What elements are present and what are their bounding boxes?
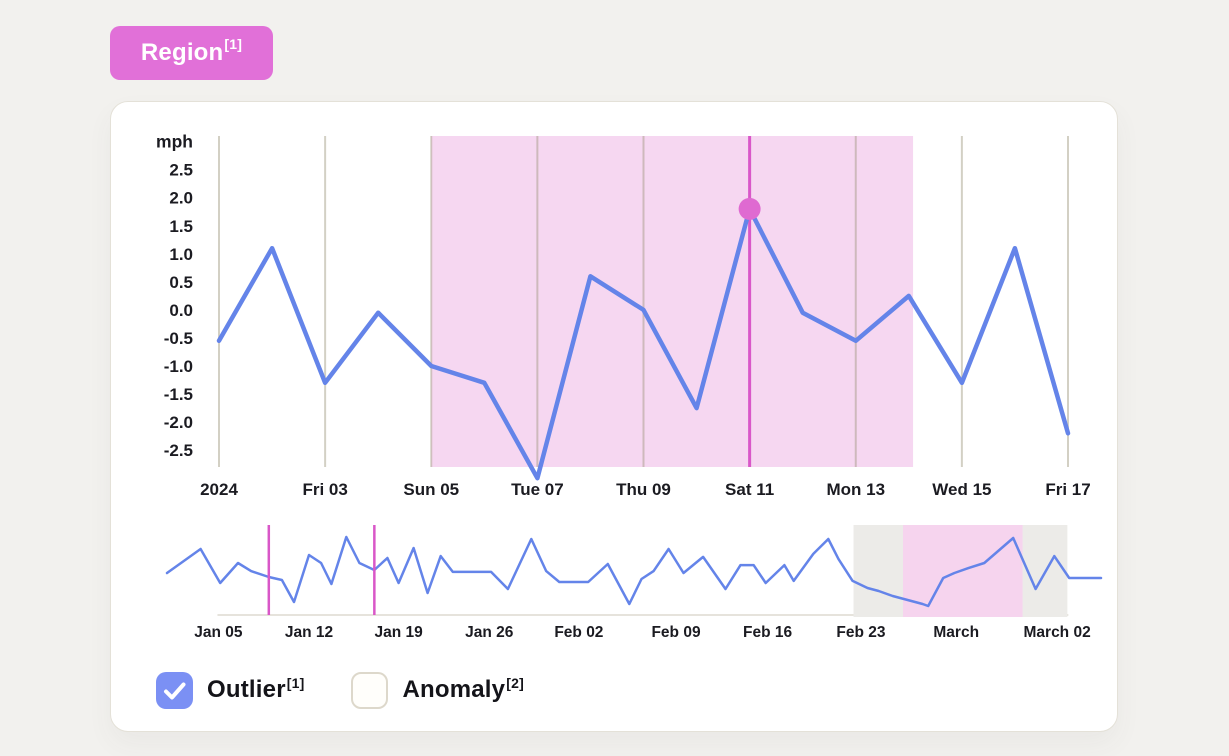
y-tick-label: -2.0 (164, 413, 193, 432)
anomaly-label-superscript: [2] (506, 675, 524, 691)
overview-tick-label: Feb 02 (554, 624, 603, 641)
y-tick-label: -0.5 (164, 329, 193, 348)
x-tick-label: Fri 03 (302, 480, 347, 499)
outlier-label-superscript: [1] (286, 675, 305, 691)
check-icon (164, 682, 186, 699)
x-tick-label: Sun 05 (403, 480, 459, 499)
region-button-label: Region (140, 39, 224, 66)
overview-tick-label: Jan 19 (374, 624, 423, 641)
outlier-checkbox[interactable]: Outlier[1] (156, 671, 305, 709)
y-tick-label: -2.5 (164, 441, 193, 460)
x-tick-label: Fri 17 (1045, 480, 1090, 499)
x-tick-label: Wed 15 (932, 480, 991, 499)
y-tick-label: -1.5 (164, 385, 193, 404)
main-chart: 2.5 2.0 1.5 1.0 0.5 0.0 -0.5 -1.0 -1.5 -2.0 -2.5 mp… (156, 132, 1091, 499)
outlier-checkbox-label: Outlier[1] (207, 675, 305, 703)
anomaly-checkbox-box[interactable] (351, 671, 389, 709)
x-tick-label: Mon 13 (826, 480, 885, 499)
region-button-superscript: [1] (224, 36, 243, 52)
y-tick-label: 0.5 (169, 273, 193, 292)
y-tick-label: 1.5 (169, 217, 193, 236)
outlier-checkbox-box[interactable] (156, 671, 193, 709)
x-tick-label: Thu 09 (616, 480, 671, 499)
x-tick-label: Sat 11 (725, 480, 774, 499)
region-highlight (431, 136, 914, 467)
overview-chart: Jan 05 Jan 12 Jan 19 Jan 26 Feb 02 Feb 09 Feb … (165, 525, 1103, 641)
anomaly-checkbox[interactable]: Anomaly[2] (351, 671, 524, 709)
overview-tick-label: Feb 16 (743, 624, 792, 641)
y-tick-label: -1.0 (164, 357, 193, 376)
series-line (216, 206, 1071, 481)
overview-tick-label: Feb 23 (836, 624, 885, 641)
y-tick-label: 2.5 (169, 161, 193, 180)
overview-tick-label: Jan 12 (285, 624, 333, 641)
overview-series-line (165, 535, 1103, 608)
outlier-dot[interactable] (738, 197, 761, 220)
x-tick-label: Tue 07 (511, 480, 564, 499)
chart-card: 2.5 2.0 1.5 1.0 0.5 0.0 -0.5 -1.0 -1.5 -2.0 -2.5 mp… (110, 101, 1118, 732)
region-button[interactable]: Region [1] (110, 26, 273, 80)
overview-tick-label: March 02 (1024, 624, 1091, 641)
y-tick-label: 2.0 (169, 189, 193, 208)
y-tick-label: 0.0 (169, 301, 193, 320)
anomaly-checkbox-label: Anomaly[2] (402, 675, 524, 703)
overview-tick-label: Jan 26 (465, 624, 514, 641)
legend-checkbox-row: Outlier[1] Anomaly[2] (156, 668, 524, 712)
y-axis-unit-label: mph (156, 132, 193, 152)
overview-tick-label: Jan 05 (194, 624, 243, 641)
overview-tick-label: Feb 09 (651, 624, 700, 641)
overview-tick-label: March (933, 624, 979, 641)
y-tick-label: 1.0 (169, 245, 193, 264)
x-tick-label: 2024 (200, 480, 238, 499)
